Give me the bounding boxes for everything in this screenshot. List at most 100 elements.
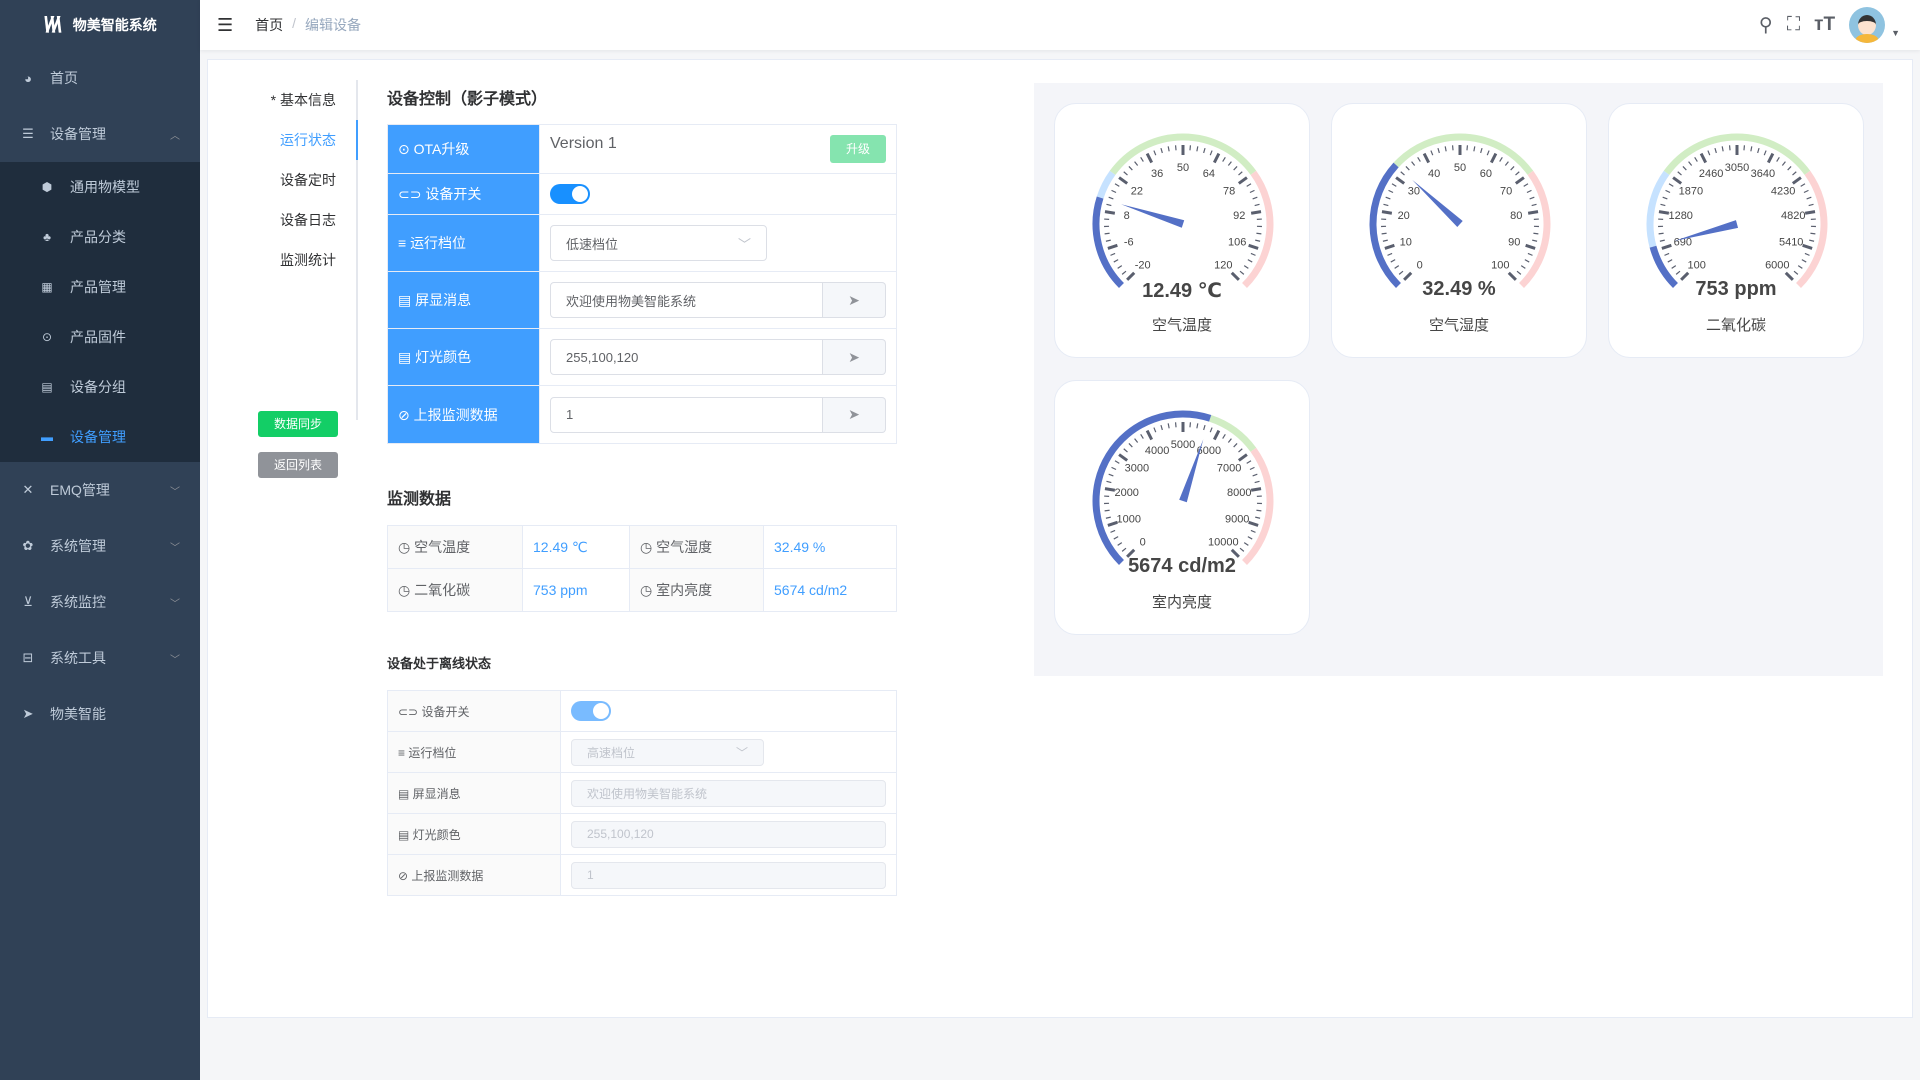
logo[interactable]: \/\/\ 物美智能系统 [0,0,200,50]
table-row: ◷ 二氧化碳 753 ppm ◷ 室内亮度 5674 cd/m2 [387,568,897,612]
hamburger-icon[interactable]: ☰ [217,14,234,35]
avatar[interactable] [1849,7,1886,43]
gauge-minor-tick [1526,189,1532,194]
gauge-axis-segment [1242,170,1274,288]
gauge-major-tick [1422,152,1431,164]
gauge-major-tick [1118,453,1129,462]
gauge-minor-tick [1668,183,1674,187]
send-color-button[interactable]: ➤ [823,339,886,375]
gauge-minor-tick [1233,166,1238,171]
gauge-minor-tick [1222,433,1226,439]
tab-device-log[interactable]: 设备日志 [280,212,336,228]
gauge-minor-tick [1801,259,1807,263]
gauge-tick-label: 64 [1203,168,1215,180]
gauge-tick-label: 2460 [1699,168,1723,180]
gauge-minor-tick [1808,203,1814,207]
gauge-minor-tick [1385,196,1391,200]
gauge-axis-segment [1519,170,1551,288]
font-size-icon[interactable]: ᴛT [1814,14,1836,35]
sidebar-item-product-management[interactable]: ▦ 产品管理 [0,262,200,312]
sidebar-item-device-group[interactable]: ▤ 设备分组 [0,362,200,412]
document-icon: ▤ [398,292,416,308]
gauge-minor-tick [1203,147,1206,154]
gauge-minor-tick [1480,147,1483,154]
device-switch-toggle[interactable] [550,184,590,204]
gauge-icon: ◷ [640,539,657,555]
gauge-minor-tick [1239,270,1245,275]
sidebar-item-product-category[interactable]: ♣ 产品分类 [0,212,200,262]
gauge-minor-tick [1529,196,1535,200]
gauge-major-tick [1250,210,1262,215]
control-table: ⊙ OTA升级 Version 1 升级 ⊂⊃ 设备开关 ≡ 运行档位 低速档位 ﹀ ▤… [387,124,897,444]
back-to-list-button[interactable]: 返回列表 [258,452,338,478]
sidebar-item-thing-model[interactable]: ⬢ 通用物模型 [0,162,200,212]
sidebar-item-product-firmware[interactable]: ⊙ 产品固件 [0,312,200,362]
gauge-minor-tick [1659,239,1665,242]
gauge-minor-tick [1167,423,1170,429]
tab-monitor-stats[interactable]: 监测统计 [280,252,336,268]
send-report-button[interactable]: ➤ [823,396,886,433]
gauge-tick-label: 20 [1398,210,1410,222]
tree-icon: ♣ [43,230,51,244]
message-input[interactable]: 欢迎使用物美智能系统 [550,282,823,318]
upgrade-button[interactable]: 升级 [830,135,886,163]
gear-select[interactable]: 低速档位 ﹀ [550,225,767,261]
tab-basic-info[interactable]: * 基本信息 [270,92,336,108]
gauge-minor-tick [1400,171,1405,176]
gauge-tick-label: 1000 [1117,514,1141,526]
gauge-tick-label: 70 [1500,185,1512,197]
offline-label: 设备开关 [421,704,470,719]
gauge-minor-tick [1252,196,1258,200]
app-title: 物美智能系统 [72,17,157,33]
gauge-minor-tick [1430,150,1434,156]
gauge-tick-label: 50 [1177,162,1189,174]
gauge-minor-tick [1382,239,1388,242]
sidebar-item-device-management[interactable]: ☰ 设备管理 ︿ [0,106,200,162]
sidebar-item-emq[interactable]: ✕ EMQ管理 ﹀ [0,462,200,518]
sidebar-item-label: 产品分类 [70,229,126,245]
data-sync-button[interactable]: 数据同步 [258,411,338,437]
gauge-axis-segment [1663,133,1811,175]
search-icon[interactable]: ⚲ [1758,14,1773,36]
gauge-minor-tick [1792,171,1797,176]
gauge-tick-label: 8000 [1227,487,1251,499]
gauge-minor-tick [1249,189,1255,194]
gauge-minor-tick [1106,203,1112,207]
tab-running-status[interactable]: 运行状态 [238,120,358,160]
sidebar-item-device-list[interactable]: ▬ 设备管理 [0,412,200,462]
gauge-tick-label: 10 [1400,237,1412,249]
sidebar-item-home[interactable]: ◕ 首页 [0,50,200,106]
monitor-label: 二氧化碳 [414,582,471,598]
gauge-tick-label: 30 [1408,185,1420,197]
gauge-name: 二氧化碳 [1705,317,1766,334]
color-input[interactable]: 255,100,120 [550,339,823,375]
gauge-major-tick [1489,152,1498,164]
breadcrumb-home[interactable]: 首页 [255,17,284,33]
offline-label: 灯光颜色 [412,827,461,842]
gauge-minor-tick [1153,427,1157,433]
gauge-minor-tick [1111,189,1117,194]
gauge-minor-tick [1117,542,1123,546]
gauge-tick-label: 80 [1510,210,1522,222]
sidebar-item-system-monitor[interactable]: ⊻ 系统监控 ﹀ [0,574,200,630]
fullscreen-icon[interactable]: ⛶ [1786,14,1801,35]
send-message-button[interactable]: ➤ [823,282,886,318]
gauge-major-tick [1699,152,1708,164]
sidebar-item-system-tools[interactable]: ⊟ 系统工具 ﹀ [0,630,200,686]
gauge-minor-tick [1411,161,1416,166]
report-input[interactable]: 1 [550,396,823,433]
gauge-minor-tick [1227,161,1232,166]
gauge-minor-tick [1243,542,1249,546]
gauge-minor-tick [1394,265,1400,269]
gauge-tick-label: 6000 [1197,445,1221,457]
caret-down-icon[interactable]: ▼ [1891,28,1900,38]
tab-device-timer[interactable]: 设备定时 [280,172,336,188]
toggle-icon: ⊂⊃ [398,704,422,719]
sidebar-item-wumei[interactable]: ➤ 物美智能 [0,686,200,742]
sidebar-item-system-management[interactable]: ✿ 系统管理 ﹀ [0,518,200,574]
paper-plane-icon: ➤ [848,291,860,308]
gauge-axis-segment [1208,415,1257,453]
dashboard-icon: ◕ [24,70,32,86]
chevron-up-icon: ︿ [170,130,180,142]
list-icon: ≡ [398,745,409,760]
